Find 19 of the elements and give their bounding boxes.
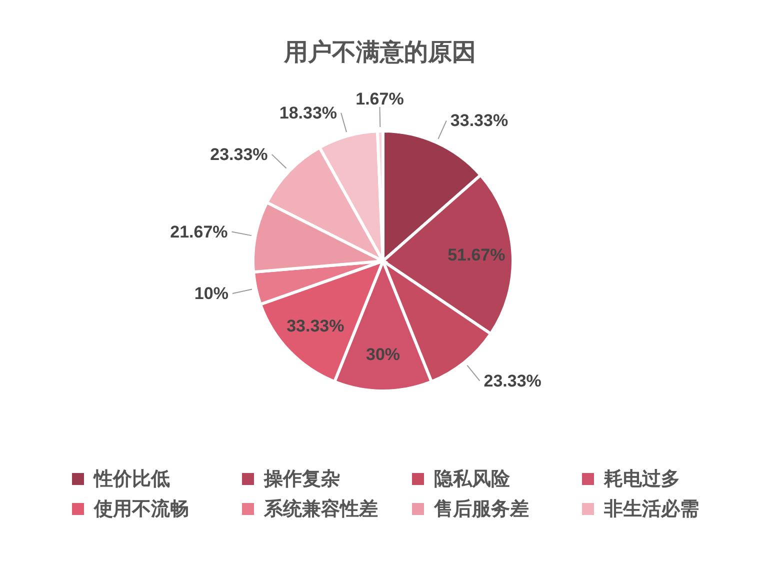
chart-title: 用户不满意的原因 xyxy=(282,38,477,68)
legend-label: 使用不流畅 xyxy=(94,498,189,522)
data-label: 30% xyxy=(366,345,400,364)
data-label: 23.33% xyxy=(484,371,542,390)
data-label: 18.33% xyxy=(279,103,338,122)
legend-label: 性价比低 xyxy=(94,468,170,492)
legend-label: 售后服务差 xyxy=(434,498,529,522)
data-label: 51.67% xyxy=(448,246,506,265)
data-label: 33.33% xyxy=(286,316,344,336)
data-label: 1.67% xyxy=(356,90,404,109)
legend-label: 隐私风险 xyxy=(434,468,510,492)
legend-label: 耗电过多 xyxy=(604,468,680,492)
legend-label: 系统兼容性差 xyxy=(264,498,378,522)
data-label: 23.33% xyxy=(210,144,268,164)
legend-label: 非生活必需 xyxy=(604,498,699,522)
data-label: 10% xyxy=(194,284,228,303)
data-label: 33.33% xyxy=(450,111,508,130)
data-label: 21.67% xyxy=(170,222,228,242)
legend-label: 操作复杂 xyxy=(264,468,340,492)
